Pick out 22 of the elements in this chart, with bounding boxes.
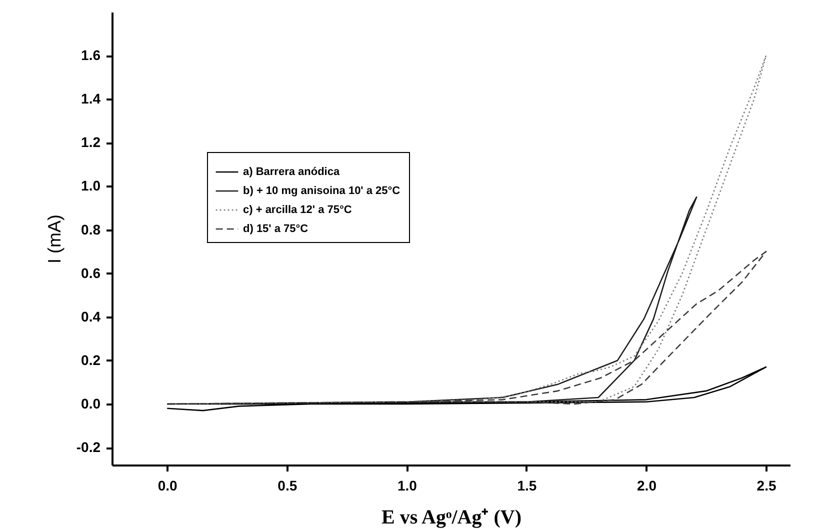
y-tick-label: 0.0 — [81, 396, 101, 412]
y-tick-label: 1.2 — [81, 134, 101, 150]
legend-label: c) + arcilla 12' a 75°C — [243, 204, 352, 216]
y-tick-label: 0.6 — [81, 264, 101, 281]
y-tick-label: -0.2 — [76, 439, 101, 456]
y-tick-label: 0.8 — [81, 221, 101, 238]
x-tick-label: 0.0 — [158, 478, 178, 494]
y-tick-label: 1.6 — [81, 47, 101, 64]
y-axis-title: I (mA) — [44, 214, 64, 264]
legend-label: a) Barrera anódica — [243, 166, 340, 178]
legend-label: d) 15' a 75°C — [243, 223, 308, 235]
legend-label: b) + 10 mg anisoina 10' a 25°C — [243, 185, 400, 197]
y-tick-label: 1.0 — [81, 178, 101, 194]
y-tick-label: 0.4 — [81, 308, 101, 324]
x-tick-label: 0.5 — [278, 478, 298, 494]
x-tick-label: 2.5 — [756, 478, 776, 494]
y-tick-label: 0.2 — [81, 352, 101, 368]
y-tick-label: 1.4 — [81, 90, 101, 107]
x-tick-label: 1.5 — [517, 478, 537, 494]
x-tick-label: 2.0 — [637, 478, 657, 494]
x-axis-title: E vs Agᵒ/Ag⁺ (V) — [382, 506, 522, 528]
x-tick-label: 1.0 — [397, 478, 418, 494]
